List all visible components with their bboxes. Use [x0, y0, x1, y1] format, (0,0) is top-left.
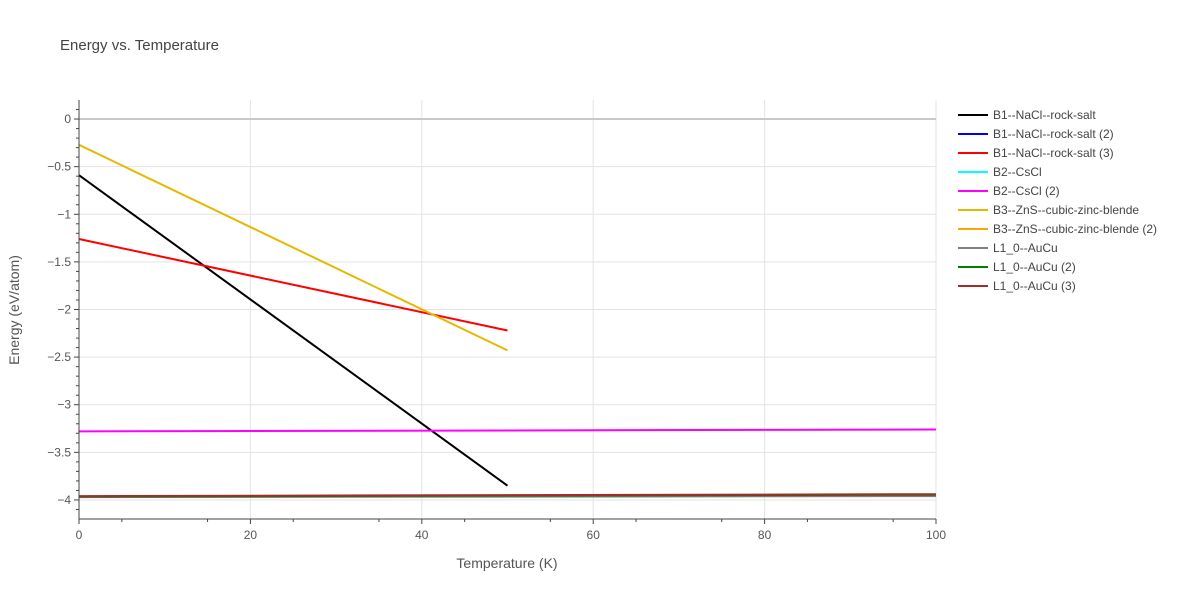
- legend-item[interactable]: L1_0--AuCu (3): [958, 279, 1076, 293]
- legend-label: B1--NaCl--rock-salt (2): [993, 127, 1114, 141]
- chart-title: Energy vs. Temperature: [60, 37, 219, 54]
- legend: B1--NaCl--rock-salt B1--NaCl--rock-salt (…: [958, 108, 1157, 293]
- legend-label: L1_0--AuCu (2): [993, 260, 1076, 274]
- series-lines: [78, 143, 937, 499]
- legend-item[interactable]: L1_0--AuCu: [958, 241, 1058, 255]
- series-line: [78, 143, 508, 352]
- grid: [79, 100, 937, 519]
- series-line: [78, 428, 937, 433]
- y-tick-label: −3: [57, 398, 71, 412]
- legend-item[interactable]: B2--CsCl (2): [958, 184, 1060, 198]
- y-tick-label: −3.5: [47, 445, 71, 459]
- y-tick-label: −1.5: [47, 255, 71, 269]
- legend-item[interactable]: B3--ZnS--cubic-zinc-blende: [958, 203, 1139, 217]
- legend-item[interactable]: B2--CsCl: [958, 165, 1042, 179]
- series-line: [78, 238, 508, 332]
- legend-label: B2--CsCl: [993, 165, 1042, 179]
- x-tick-label: 0: [76, 528, 83, 542]
- y-tick-label: −2.5: [47, 350, 71, 364]
- x-tick-label: 100: [926, 528, 946, 542]
- legend-item[interactable]: B1--NaCl--rock-salt (3): [958, 146, 1114, 160]
- y-axis-title: Energy (eV/atom): [6, 255, 22, 365]
- x-tick-label: 60: [587, 528, 601, 542]
- y-tick-label: −1: [57, 207, 71, 221]
- legend-label: L1_0--AuCu (3): [993, 279, 1076, 293]
- legend-label: B3--ZnS--cubic-zinc-blende: [993, 203, 1139, 217]
- x-tick-label: 40: [415, 528, 429, 542]
- legend-label: B1--NaCl--rock-salt (3): [993, 146, 1114, 160]
- y-tick-label: −4: [57, 493, 71, 507]
- legend-item[interactable]: B1--NaCl--rock-salt (2): [958, 127, 1114, 141]
- legend-item[interactable]: B3--ZnS--cubic-zinc-blende (2): [958, 222, 1157, 236]
- legend-label: L1_0--AuCu: [993, 241, 1058, 255]
- legend-label: B2--CsCl (2): [993, 184, 1060, 198]
- y-tick-label: −2: [57, 303, 71, 317]
- x-axis-title: Temperature (K): [456, 555, 557, 571]
- series-line: [78, 493, 937, 498]
- y-tick-label: 0: [64, 112, 71, 126]
- series-line: [78, 174, 509, 487]
- x-tick-label: 20: [244, 528, 258, 542]
- legend-item[interactable]: B1--NaCl--rock-salt: [958, 108, 1096, 122]
- y-tick-label: −0.5: [47, 160, 71, 174]
- axes: 0 20 40 60 80 100 0 −0.5 −1 −1.5 −2 −2.5 −3 −3.5 −4: [47, 100, 946, 542]
- x-tick-label: 80: [758, 528, 772, 542]
- legend-item[interactable]: L1_0--AuCu (2): [958, 260, 1076, 274]
- legend-label: B1--NaCl--rock-salt: [993, 108, 1096, 122]
- legend-label: B3--ZnS--cubic-zinc-blende (2): [993, 222, 1157, 236]
